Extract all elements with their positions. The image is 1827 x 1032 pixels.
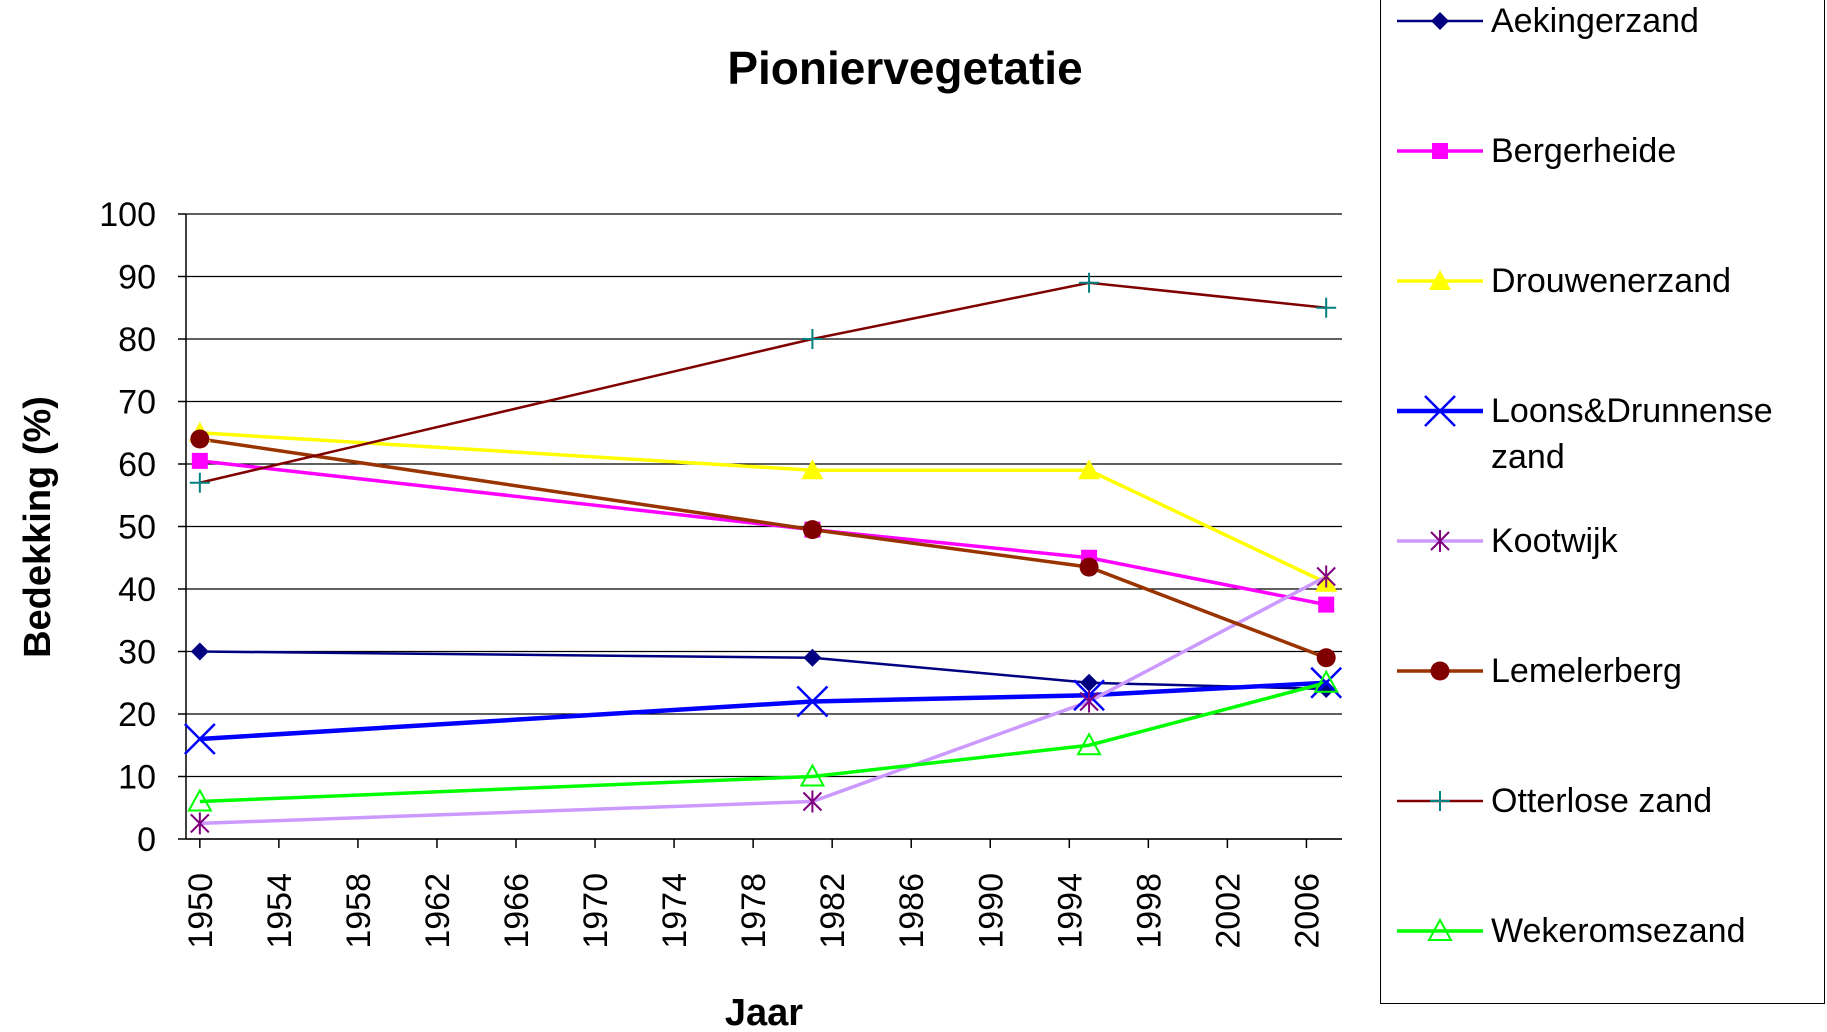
marker [1318, 596, 1335, 613]
y-tick-label: 70 [118, 384, 156, 422]
legend-label: Aekingerzand [1491, 2, 1699, 40]
x-tick-label: 1982 [814, 873, 852, 949]
x-tick-label: 1958 [340, 873, 378, 949]
marker [1427, 917, 1453, 941]
marker [1079, 690, 1099, 713]
y-tick-label: 30 [118, 634, 156, 672]
x-tick-label: 2006 [1288, 873, 1326, 949]
marker [187, 788, 213, 812]
y-axis-label: Bedekking (%) [17, 396, 59, 658]
legend-label: Kootwijk [1491, 522, 1618, 560]
marker [1079, 557, 1099, 577]
series-line [199, 574, 1328, 826]
legend-label: Loons&Drunnense zand [1491, 392, 1773, 476]
legend-swatch [1397, 917, 1483, 941]
marker [1424, 395, 1456, 427]
x-tick-label: 1978 [735, 873, 773, 949]
y-tick-label: 40 [118, 571, 156, 609]
y-tick-label: 60 [118, 446, 156, 484]
x-tick-label: 1970 [577, 873, 615, 949]
marker [1429, 270, 1451, 290]
legend-label: Wekeromsezand [1491, 912, 1746, 950]
marker [1430, 661, 1450, 681]
marker [1078, 459, 1101, 480]
x-axis-label: Jaar [725, 992, 803, 1032]
marker [183, 723, 216, 755]
marker [1317, 680, 1336, 698]
marker [801, 459, 824, 480]
x-tick-label: 1990 [972, 873, 1010, 949]
legend-entry: Kootwijk [1395, 518, 1801, 564]
marker [802, 790, 823, 813]
marker [1076, 732, 1102, 756]
y-tick-label: 90 [118, 259, 156, 297]
marker [1431, 12, 1449, 30]
marker [1432, 143, 1448, 159]
x-tick-label: 1962 [419, 873, 457, 949]
y-tick-label: 10 [118, 759, 156, 797]
legend-swatch [1397, 270, 1483, 290]
legend-label: Bergerheide [1491, 132, 1677, 170]
marker [190, 429, 210, 449]
series-line [199, 431, 1327, 585]
marker [1080, 673, 1099, 692]
x-tick-label: 2002 [1209, 873, 1247, 949]
series-line [199, 437, 1327, 660]
legend-label: Otterlose zand [1491, 782, 1713, 820]
series-line [199, 650, 1327, 691]
x-tick-label: 1950 [182, 873, 220, 949]
legend-swatch [1397, 791, 1483, 811]
x-tick-label: 1966 [498, 873, 536, 949]
marker [796, 685, 829, 718]
marker [190, 642, 209, 661]
y-tick-label: 100 [99, 196, 156, 234]
series-line [199, 459, 1327, 607]
marker [1430, 530, 1450, 552]
legend-entry: Wekeromsezand [1395, 908, 1801, 954]
marker [191, 452, 208, 469]
marker [802, 329, 823, 349]
marker [1430, 791, 1450, 811]
legend-entry: Loons&Drunnense zand [1395, 388, 1801, 480]
x-tick-label: 1998 [1130, 873, 1168, 949]
legend-entry: Bergerheide [1395, 128, 1801, 174]
y-tick-label: 50 [118, 509, 156, 547]
series-line [199, 680, 1327, 742]
legend-entry: Lemelerberg [1395, 648, 1801, 694]
legend-entry: Drouwenerzand [1395, 258, 1801, 304]
y-tick-label: 0 [137, 821, 156, 859]
marker [1079, 272, 1100, 293]
legend-swatch [1397, 395, 1483, 427]
legend-swatch [1397, 12, 1483, 30]
x-tick-label: 1954 [261, 873, 299, 949]
marker [189, 472, 210, 493]
marker [803, 648, 822, 667]
chart-title: Pioniervegetatie [727, 42, 1082, 94]
x-tick-label: 1986 [893, 873, 931, 949]
y-tick-label: 20 [118, 696, 156, 734]
series-line [199, 281, 1327, 484]
marker [1313, 669, 1339, 693]
marker [190, 812, 210, 835]
legend-entry: Aekingerzand [1395, 0, 1801, 44]
marker [802, 520, 822, 540]
marker [799, 763, 826, 787]
marker [1316, 648, 1336, 668]
x-tick-label: 1994 [1051, 873, 1089, 949]
legend-label: Lemelerberg [1491, 652, 1682, 690]
y-tick-label: 80 [118, 321, 156, 359]
marker [1316, 565, 1336, 588]
x-tick-label: 1974 [656, 873, 694, 949]
marker [1316, 297, 1337, 318]
legend-swatch [1397, 143, 1483, 159]
legend-swatch [1397, 530, 1483, 552]
series-line [199, 681, 1327, 804]
legend-swatch [1397, 661, 1483, 681]
legend-entry: Otterlose zand [1395, 778, 1801, 824]
legend-label: Drouwenerzand [1491, 262, 1732, 300]
legend: Aekingerzand Bergerheide Drouwenerzand Loon… [1380, 0, 1825, 1004]
